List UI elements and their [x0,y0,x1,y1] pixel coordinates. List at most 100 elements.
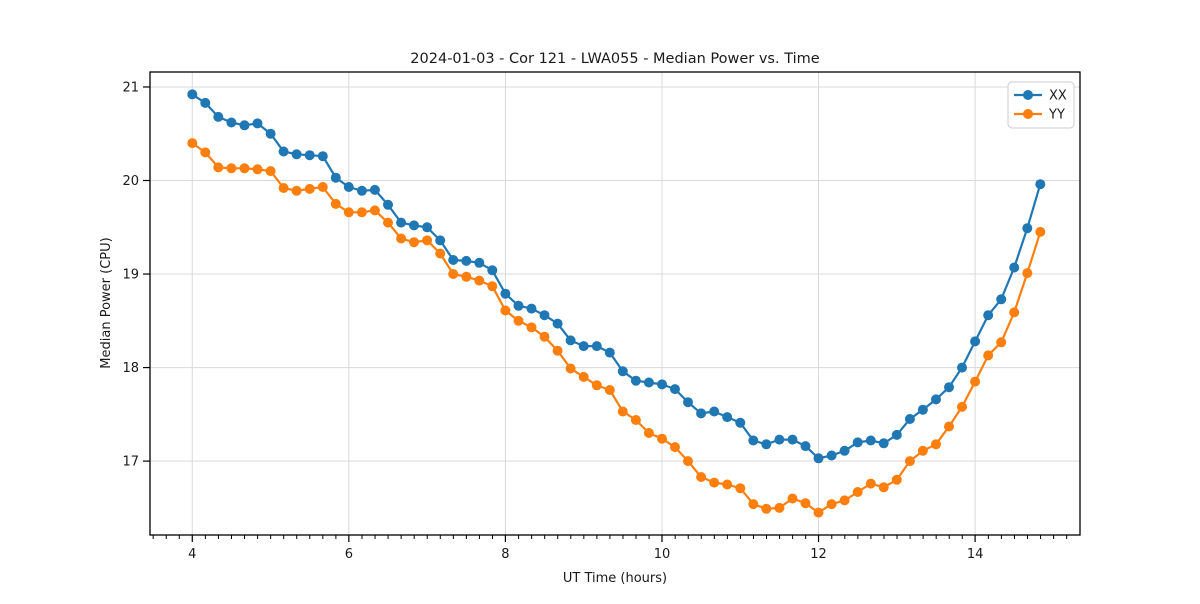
data-point [396,217,407,228]
data-point [657,433,667,444]
y-tick-label: 20 [122,174,139,189]
data-point [761,439,772,450]
legend: XX YY [1007,81,1075,129]
data-point [200,97,211,108]
data-point [369,184,380,195]
data-point [565,363,576,374]
data-point [539,310,550,321]
data-point [461,255,472,266]
data-point [422,235,433,246]
data-point [265,166,276,177]
data-point [970,336,981,347]
data-point [917,404,928,415]
data-point [683,397,693,408]
data-point [657,379,667,390]
x-tick-label: 8 [501,547,509,562]
data-point [944,421,954,432]
data-point [904,456,915,467]
data-point [774,434,785,445]
data-point [487,265,498,276]
legend-marker-xx [1023,90,1033,100]
data-point [813,453,824,464]
x-tick-label: 12 [810,547,827,562]
y-tick-label: 19 [122,268,139,283]
series-line-yy [191,142,1042,514]
data-point [383,217,393,228]
data-point [474,275,485,286]
data-point [774,502,785,513]
x-tick-label: 6 [345,547,353,562]
data-point [343,182,354,192]
data-point [735,483,746,494]
data-point [904,414,915,424]
data-point [265,128,276,139]
y-tick-label: 21 [122,80,139,95]
legend-label-yy: YY [1048,108,1065,123]
data-point [1022,268,1033,279]
data-point [213,162,224,173]
data-point [187,89,198,100]
data-point [291,185,302,196]
data-point [356,207,367,218]
data-point [526,303,537,314]
x-tick-label: 10 [654,547,671,562]
data-point [670,442,680,453]
data-point [839,495,850,506]
data-point [409,220,419,231]
data-point [826,499,837,510]
data-point [931,394,941,405]
data-point [852,437,863,448]
data-point [683,456,693,467]
data-point [630,415,641,425]
data-point [304,183,315,194]
series-line-xx [191,93,1042,460]
data-point [239,163,250,174]
data-point [513,315,524,326]
data-point [474,257,485,268]
data-point [839,445,850,456]
data-point [239,120,250,131]
data-point [957,401,967,412]
data-point [539,331,550,342]
data-point [278,183,289,193]
data-point [226,163,237,174]
data-point [604,347,615,358]
data-point [448,255,459,265]
data-point [526,322,537,333]
data-point [865,435,876,446]
legend-marker-yy [1023,109,1033,119]
data-point [252,118,263,129]
data-point [735,417,746,428]
data-point [748,499,759,510]
data-point [578,341,589,352]
data-point [983,310,994,321]
data-point [213,111,224,122]
data-point [761,503,772,514]
data-point [396,233,407,244]
y-axis-label: Median Power (CPU) [99,237,114,368]
data-point [878,438,889,449]
data-point [891,474,902,485]
data-point [252,164,263,175]
legend-item-yy: YY [1014,108,1065,123]
data-point [709,477,720,488]
data-point [630,375,641,386]
data-point [944,382,954,393]
data-point [383,199,393,210]
axes-layer: 4 6 8 10 12 14 17 18 19 20 21 [122,71,1081,562]
data-point [591,341,602,352]
data-point [787,434,798,445]
data-point [891,429,902,440]
plot-frame [149,71,1081,536]
data-point [409,237,419,248]
data-point [330,198,341,209]
legend-label-xx: XX [1049,89,1067,104]
y-tick-label: 18 [122,361,139,376]
data-point [552,345,563,356]
data-point [317,182,328,192]
data-point [670,384,680,395]
data-point [931,439,941,450]
data-point [1035,179,1046,190]
data-point [996,337,1007,348]
